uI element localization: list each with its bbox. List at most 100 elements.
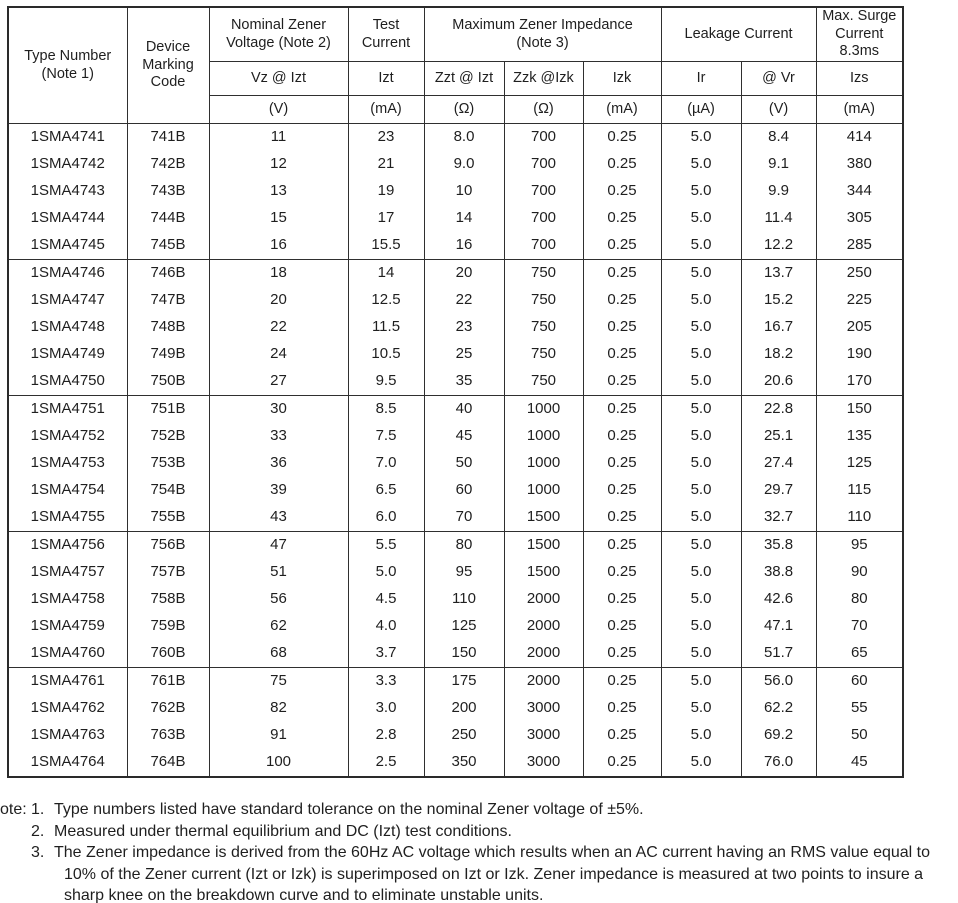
cell-vr: 15.2 (740, 287, 817, 315)
cell-izt: 4.5 (347, 586, 425, 614)
cell-izk: 0.25 (582, 640, 662, 668)
table-row: 1SMA4750 750B 27 9.5 35 750 0.25 5.0 20.6 170 (7, 368, 904, 396)
cell-vz: 75 (208, 667, 349, 696)
cell-ir: 5.0 (660, 287, 742, 315)
cell-izk: 0.25 (582, 368, 662, 396)
cell-vz: 33 (208, 423, 349, 451)
cell-izk: 0.25 (582, 477, 662, 505)
row-group: 1SMA4746 746B 18 14 20 750 0.25 5.0 13.7 250 1SMA4… (7, 259, 904, 396)
header-line: Code (150, 74, 186, 91)
col-header-nominal-zener-voltage: Nominal Zener Voltage (Note 2) (208, 7, 349, 63)
cell-izt: 3.3 (347, 667, 425, 696)
cell-izt: 8.5 (347, 395, 425, 424)
table-row: 1SMA4755 755B 43 6.0 70 1500 0.25 5.0 32.7 110 (7, 504, 904, 532)
cell-izt: 17 (347, 205, 425, 233)
cell-izt: 5.5 (347, 531, 425, 560)
unit-header-vr: (V) (740, 95, 817, 125)
header-line: (Note 3) (516, 34, 569, 51)
col-header-type-number: Type Number (Note 1) (7, 7, 128, 125)
cell-vz: 11 (208, 123, 349, 152)
cell-zzt: 80 (423, 531, 505, 560)
cell-ir: 5.0 (660, 640, 742, 668)
cell-type-number: 1SMA4744 (7, 205, 128, 233)
note-text: The Zener impedance is derived from the … (54, 844, 931, 903)
cell-izk: 0.25 (582, 613, 662, 641)
note-number: 2. (31, 822, 45, 840)
cell-zzt: 16 (423, 232, 505, 260)
param-header-ir: Ir (660, 61, 742, 97)
cell-ir: 5.0 (660, 178, 742, 206)
note-number: 3. (31, 844, 45, 862)
table-row: 1SMA4756 756B 47 5.5 80 1500 0.25 5.0 35.8 95 (7, 531, 904, 560)
cell-izk: 0.25 (582, 232, 662, 260)
cell-zzk: 1000 (503, 423, 584, 451)
cell-type-number: 1SMA4746 (7, 259, 128, 288)
cell-vz: 18 (208, 259, 349, 288)
cell-vz: 13 (208, 178, 349, 206)
cell-vr: 27.4 (740, 450, 817, 478)
cell-device-marking-code: 759B (126, 613, 210, 641)
cell-zzt: 250 (423, 722, 505, 750)
cell-zzk: 1000 (503, 395, 584, 424)
param-header-izk: Izk (582, 61, 662, 97)
cell-ir: 5.0 (660, 314, 742, 342)
cell-vr: 20.6 (740, 368, 817, 396)
cell-izs: 70 (815, 613, 904, 641)
cell-vz: 47 (208, 531, 349, 560)
cell-vz: 56 (208, 586, 349, 614)
note-text: Measured under thermal equilibrium and D… (54, 822, 512, 840)
cell-type-number: 1SMA4743 (7, 178, 128, 206)
cell-vz: 43 (208, 504, 349, 532)
cell-ir: 5.0 (660, 423, 742, 451)
cell-izk: 0.25 (582, 123, 662, 152)
cell-zzk: 2000 (503, 613, 584, 641)
unit-header-zzk: (Ω) (503, 95, 584, 125)
cell-vr: 35.8 (740, 531, 817, 560)
col-header-max-surge-current: Max. Surge Current 8.3ms (815, 7, 904, 63)
cell-ir: 5.0 (660, 205, 742, 233)
cell-zzt: 10 (423, 178, 505, 206)
cell-izt: 21 (347, 151, 425, 179)
cell-zzk: 2000 (503, 667, 584, 696)
cell-type-number: 1SMA4756 (7, 531, 128, 560)
cell-vr: 11.4 (740, 205, 817, 233)
cell-type-number: 1SMA4760 (7, 640, 128, 668)
header-line: Leakage Current (684, 25, 793, 42)
header-line: Maximum Zener Impedance (452, 16, 633, 33)
cell-vz: 82 (208, 695, 349, 723)
cell-ir: 5.0 (660, 477, 742, 505)
cell-ir: 5.0 (660, 559, 742, 587)
cell-vr: 38.8 (740, 559, 817, 587)
cell-vz: 22 (208, 314, 349, 342)
table-row: 1SMA4763 763B 91 2.8 250 3000 0.25 5.0 69.2 50 (7, 722, 904, 750)
cell-vr: 9.9 (740, 178, 817, 206)
cell-izk: 0.25 (582, 178, 662, 206)
cell-izs: 225 (815, 287, 904, 315)
cell-izt: 6.5 (347, 477, 425, 505)
cell-ir: 5.0 (660, 749, 742, 778)
table-row: 1SMA4748 748B 22 11.5 23 750 0.25 5.0 16.7 205 (7, 314, 904, 342)
cell-izt: 6.0 (347, 504, 425, 532)
row-group: 1SMA4751 751B 30 8.5 40 1000 0.25 5.0 22.8 150 1SM… (7, 395, 904, 532)
cell-izs: 344 (815, 178, 904, 206)
note-number: 1. (31, 801, 45, 819)
cell-izk: 0.25 (582, 504, 662, 532)
cell-type-number: 1SMA4748 (7, 314, 128, 342)
unit-header-zzt: (Ω) (423, 95, 505, 125)
cell-zzt: 60 (423, 477, 505, 505)
cell-device-marking-code: 744B (126, 205, 210, 233)
cell-izk: 0.25 (582, 205, 662, 233)
cell-vz: 12 (208, 151, 349, 179)
cell-type-number: 1SMA4755 (7, 504, 128, 532)
cell-izk: 0.25 (582, 259, 662, 288)
cell-type-number: 1SMA4758 (7, 586, 128, 614)
cell-izs: 80 (815, 586, 904, 614)
cell-type-number: 1SMA4753 (7, 450, 128, 478)
header-line: Nominal Zener (230, 16, 327, 33)
cell-zzk: 700 (503, 123, 584, 152)
cell-izk: 0.25 (582, 287, 662, 315)
header-line: Type Number (24, 47, 112, 64)
cell-type-number: 1SMA4751 (7, 395, 128, 424)
cell-vz: 27 (208, 368, 349, 396)
cell-device-marking-code: 753B (126, 450, 210, 478)
